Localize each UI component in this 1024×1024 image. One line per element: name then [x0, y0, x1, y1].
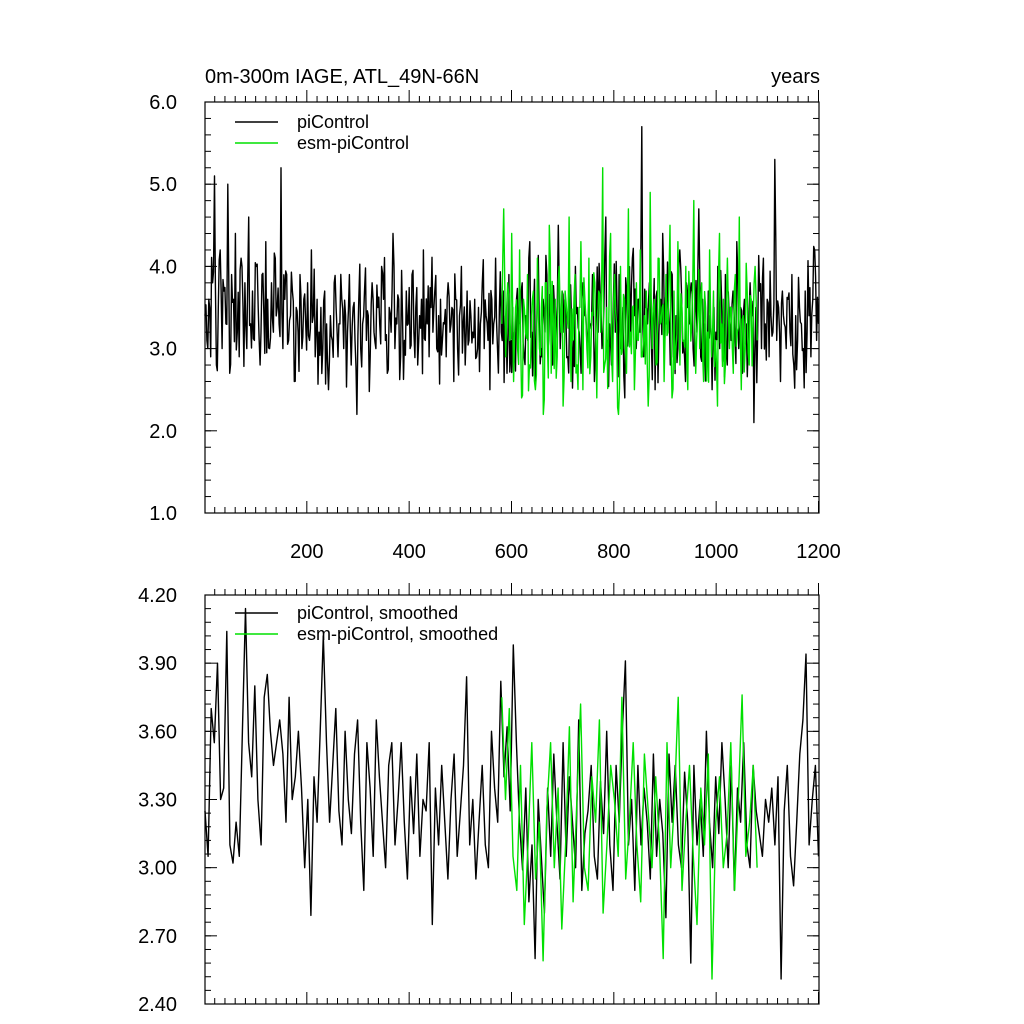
y-tick-label: 6.0: [149, 92, 177, 114]
chart-top-units-label: years: [771, 66, 820, 88]
chart-top-title: 0m-300m IAGE, ATL_49N-66N: [205, 66, 479, 88]
legend-label-esm-picontrol-smoothed: esm-piControl, smoothed: [297, 624, 498, 644]
y-tick-label: 2.70: [138, 926, 177, 948]
y-tick-label: 3.90: [138, 653, 177, 675]
y-tick-label: 4.0: [149, 256, 177, 278]
x-tick-label: 800: [597, 541, 630, 563]
y-tick-label: 3.0: [149, 339, 177, 361]
y-tick-label: 4.20: [138, 585, 177, 607]
y-tick-label: 3.30: [138, 790, 177, 812]
y-tick-label: 5.0: [149, 174, 177, 196]
chart-top-legend: piControl esm-piControl: [235, 112, 409, 153]
chart-top-series: [204, 125, 820, 424]
chart-bottom-series: [204, 607, 820, 980]
chart-bottom-plot-frame: [204, 594, 820, 1005]
x-tick-label: 600: [495, 541, 528, 563]
y-tick-label: 3.00: [138, 858, 177, 880]
legend-label-esm-picontrol: esm-piControl: [297, 133, 409, 153]
series-line-picontrol: [204, 125, 820, 424]
y-tick-label: 2.40: [138, 994, 177, 1016]
chart-top-panel: 0m-300m IAGE, ATL_49N-66N years 1.0 2.0 3.…: [149, 66, 841, 563]
chart-bottom-legend: piControl, smoothed esm-piControl, smoot…: [235, 603, 498, 644]
series-line-esm-picontrol: [501, 167, 758, 416]
series-line-picontrol-smoothed: [204, 607, 820, 980]
chart-bottom-panel: 2.40 2.70 3.00 3.30 3.60 3.90 4.20 piControl, …: [138, 583, 820, 1016]
x-tick-label: 1000: [694, 541, 739, 563]
x-tick-label: 400: [392, 541, 425, 563]
legend-label-picontrol-smoothed: piControl, smoothed: [297, 603, 458, 623]
series-line-esm-picontrol-smoothed: [501, 694, 758, 980]
chart-top-ticks: 1.0 2.0 3.0 4.0 5.0 6.0 200 400 600 800 1000 1200: [149, 90, 841, 563]
legend-label-picontrol: piControl: [297, 112, 369, 132]
y-tick-label: 1.0: [149, 503, 177, 525]
x-tick-label: 1200: [796, 541, 841, 563]
x-tick-label: 200: [290, 541, 323, 563]
y-tick-label: 3.60: [138, 721, 177, 743]
y-tick-label: 2.0: [149, 421, 177, 443]
chart-top-plot-frame: [204, 101, 820, 514]
